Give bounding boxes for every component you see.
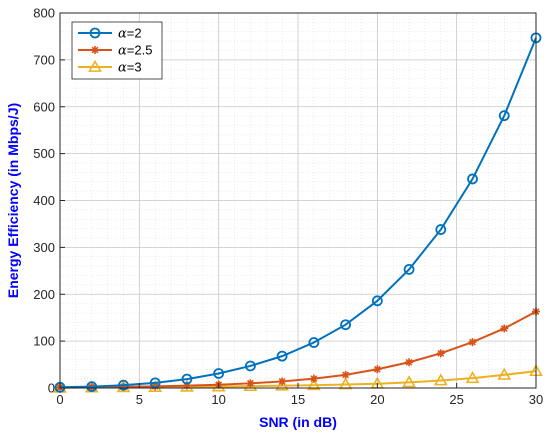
- data-point: [310, 375, 318, 383]
- x-tick-label: 5: [136, 392, 143, 407]
- legend-value: =2: [127, 26, 142, 41]
- y-axis-title: Energy Efficiency (in Mbps/J): [5, 103, 21, 298]
- data-point: [342, 371, 350, 379]
- data-point: [500, 324, 508, 332]
- y-tick-label: 500: [33, 146, 55, 161]
- data-point: [373, 365, 381, 373]
- y-tick-label: 300: [33, 240, 55, 255]
- x-tick-label: 30: [529, 392, 543, 407]
- y-tick-label: 200: [33, 287, 55, 302]
- legend-value: =2.5: [127, 43, 153, 58]
- y-tick-label: 100: [33, 334, 55, 349]
- data-point: [437, 349, 445, 357]
- data-point: [278, 377, 286, 385]
- legend-label: α=3: [118, 60, 142, 76]
- data-point: [246, 379, 254, 387]
- y-tick-label: 700: [33, 52, 55, 67]
- data-point: [469, 338, 477, 346]
- legend-label: α=2.5: [118, 43, 152, 59]
- y-tick-label: 800: [33, 6, 55, 21]
- legend-alpha-symbol: α: [118, 44, 127, 59]
- y-tick-label: 400: [33, 193, 55, 208]
- x-tick-label: 0: [56, 392, 63, 407]
- data-point: [405, 358, 413, 366]
- x-tick-label: 10: [211, 392, 225, 407]
- x-tick-label: 25: [449, 392, 463, 407]
- legend-marker: [91, 46, 99, 54]
- legend-label: α=2: [118, 26, 142, 42]
- x-axis-title: SNR (in dB): [259, 414, 337, 430]
- x-tick-label: 15: [291, 392, 305, 407]
- x-tick-label: 20: [370, 392, 384, 407]
- legend: α=2α=2.5α=3: [72, 22, 162, 79]
- y-tick-label: 600: [33, 99, 55, 114]
- legend-alpha-symbol: α: [118, 27, 127, 42]
- y-tick-label: 0: [48, 381, 55, 396]
- legend-alpha-symbol: α: [118, 61, 127, 76]
- legend-value: =3: [127, 60, 142, 75]
